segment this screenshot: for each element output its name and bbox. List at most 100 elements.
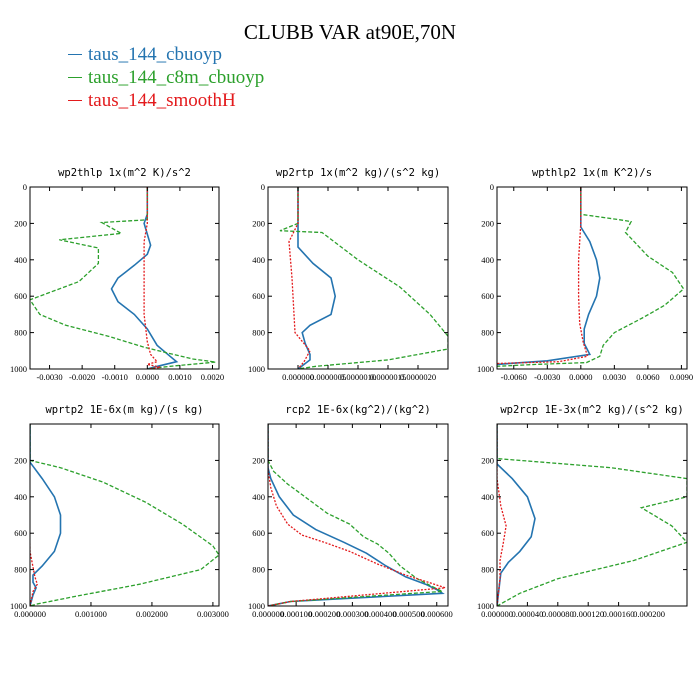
legend-swatch-c8m-cbuoyp [68,77,82,78]
y-tick-label: 800 [481,328,494,338]
y-tick-label: 800 [481,565,494,575]
x-tick-label: -0.0030 [36,372,62,382]
series-line-1 [497,187,601,366]
y-tick-label: 800 [14,565,27,575]
y-tick-label: 400 [14,255,27,265]
chart-panel-1: wp2thlp 1x(m^2 K)/s^2 -0.0030 -0.0020 -0.00… [10,167,224,382]
y-tick-label: 0 [261,182,265,192]
x-tick-label: -0.0020 [69,372,95,382]
y-tick-label: 200 [481,218,494,228]
chart-title: wprtp2 1E-6x(m kg)/(s kg) [45,404,203,416]
figure-title: CLUBB VAR at90E,70N [243,20,457,44]
chart-title: wp2rtp 1x(m^2 kg)/(s^2 kg) [276,167,440,179]
y-tick-label: 0 [23,182,27,192]
y-tick-label: 600 [252,291,265,301]
x-tick-label: -0.0010 [102,372,128,382]
chart-title: wp2rcp 1E-3x(m^2 kg)/(s^2 kg) [500,404,683,416]
legend-item-c8m-cbuoyp: taus_144_c8m_cbuoyp [68,66,264,89]
x-tick-label: 0.000000 [252,609,284,619]
x-tick-label: 0.0000 [136,372,159,382]
series-line-1 [110,187,179,369]
x-tick-label: 0.000080 [542,609,574,619]
series-line-1 [30,424,62,606]
x-tick-label: 0.0030 [603,372,626,382]
y-tick-label: 1000 [10,601,27,611]
x-tick-label: 0.0000015 [370,372,406,382]
x-tick-label: -0.0060 [501,372,527,382]
series-line-1 [297,187,337,369]
x-tick-label: 0.001000 [75,609,107,619]
legend-label-cbuoyp: taus_144_cbuoyp [88,44,223,65]
series-line-2 [497,424,687,606]
y-tick-label: 400 [252,492,265,502]
chart-title: rcp2 1E-6x(kg^2)/(kg^2) [285,404,430,416]
legend-swatch-cbuoyp [68,54,82,55]
series-line-2 [279,187,448,369]
chart-panel-2: wp2rtp 1x(m^2 kg)/(s^2 kg)0.0000000.0000… [248,167,449,382]
y-tick-label: 1000 [477,601,494,611]
x-tick-label: 0.000300 [336,609,368,619]
x-tick-label: 0.0000010 [340,372,376,382]
y-tick-label: 600 [14,528,27,538]
x-tick-label: 0.000200 [308,609,340,619]
x-tick-label: 0.000000 [481,609,513,619]
series-line-2 [268,424,445,606]
chart-title: wp2thlp 1x(m^2 K)/s^2 [58,167,191,179]
chart-panel-4: wprtp2 1E-6x(m kg)/(s kg) 0.000000 0.00100… [10,404,229,619]
x-tick-label: 0.000600 [421,609,453,619]
x-tick-label: 0.000100 [280,609,312,619]
y-tick-label: 600 [14,291,27,301]
y-tick-label: 1000 [477,364,494,374]
chart-panel-5: rcp2 1E-6x(kg^2)/(kg^2)0.0000000.0001000… [248,404,453,619]
x-tick-label: 0.0000 [569,372,592,382]
y-tick-label: 400 [14,492,27,502]
series-line-2 [497,187,685,367]
plot-frame [267,186,449,370]
x-tick-label: -0.0030 [534,372,560,382]
x-tick-label: 0.0060 [636,372,659,382]
y-tick-label: 400 [481,255,494,265]
x-tick-label: 0.000500 [393,609,425,619]
plot-frame [29,186,220,370]
x-tick-label: 0.002000 [136,609,168,619]
plot-frame [29,423,220,607]
plot-frame [496,186,688,370]
plot-frame [496,423,688,607]
chart-panel-3: wpthlp2 1x(m K^2)/s -0.0060 -0.0030 0.0000 0… [477,167,693,382]
y-tick-label: 1000 [248,601,265,611]
y-tick-label: 200 [252,218,265,228]
x-tick-label: 0.0010 [168,372,191,382]
y-tick-label: 800 [252,565,265,575]
y-tick-label: 0 [490,182,494,192]
legend-swatch-smoothh [68,100,82,101]
y-tick-label: 200 [14,218,27,228]
x-tick-label: 0.0000020 [400,372,436,382]
y-tick-label: 1000 [248,364,265,374]
x-tick-label: 0.0000005 [310,372,346,382]
y-tick-label: 800 [252,328,265,338]
x-tick-label: 0.000200 [633,609,665,619]
series-line-1 [497,424,536,606]
x-tick-label: 0.000400 [365,609,397,619]
series-line-3 [497,187,589,365]
y-tick-label: 1000 [10,364,27,374]
x-tick-label: 0.000160 [603,609,635,619]
series-line-3 [30,424,39,606]
y-tick-label: 400 [481,492,494,502]
x-tick-label: 0.0090 [670,372,693,382]
x-tick-label: 0.000120 [572,609,604,619]
plot-frame [267,423,449,607]
legend-label-smoothh: taus_144_smoothH [88,90,236,111]
series-line-3 [497,424,507,606]
series-line-3 [268,424,446,606]
y-tick-label: 600 [481,291,494,301]
legend: taus_144_cbuoyp taus_144_c8m_cbuoyp taus… [68,43,264,112]
series-line-2 [30,187,216,369]
series-line-3 [143,187,161,369]
x-tick-label: 0.000000 [282,372,314,382]
x-tick-label: 0.0020 [201,372,224,382]
y-tick-label: 200 [14,455,27,465]
series-line-2 [30,424,219,606]
y-tick-label: 200 [481,455,494,465]
